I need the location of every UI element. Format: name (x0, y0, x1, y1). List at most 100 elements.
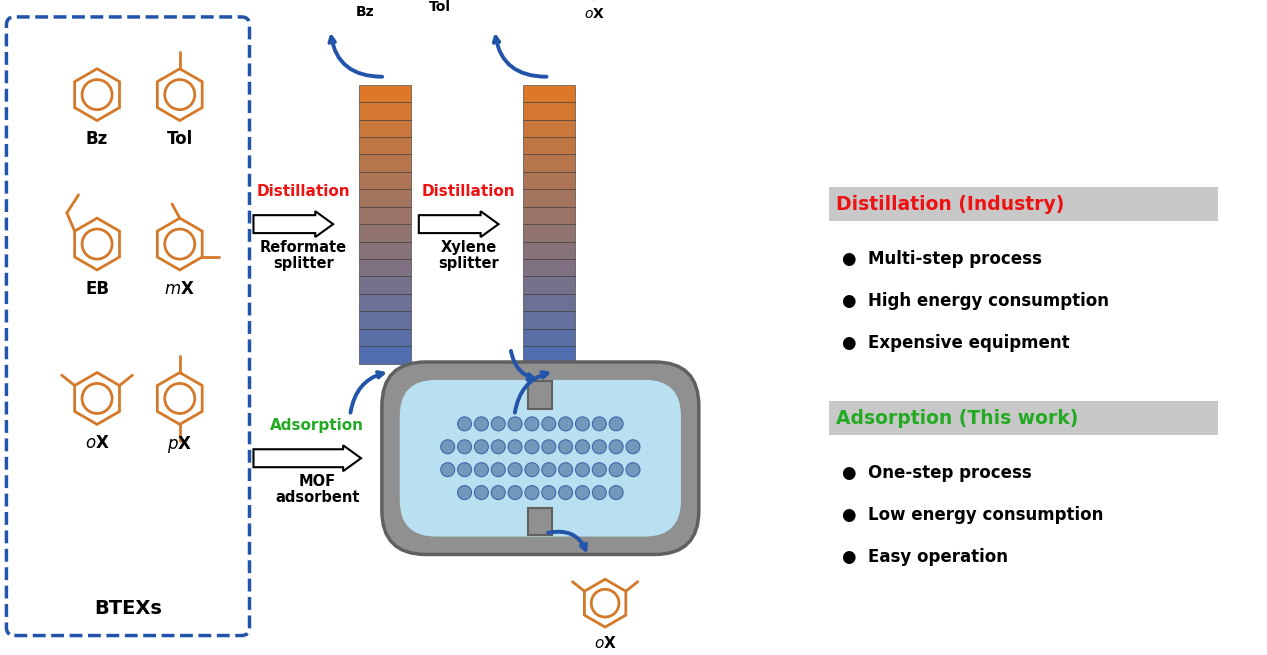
Circle shape (575, 462, 589, 477)
Text: $o$X: $o$X (85, 434, 109, 453)
Bar (523, 172, 575, 189)
Bar (523, 84, 575, 102)
Bar (359, 294, 411, 311)
Circle shape (457, 485, 471, 500)
Bar (523, 346, 575, 364)
Circle shape (474, 485, 488, 500)
Text: ●  Easy operation: ● Easy operation (843, 548, 1009, 566)
Bar (523, 189, 575, 207)
Circle shape (441, 440, 455, 454)
Circle shape (559, 462, 573, 477)
Text: ●  Low energy consumption: ● Low energy consumption (843, 506, 1104, 524)
Circle shape (474, 417, 488, 431)
Circle shape (542, 462, 556, 477)
Text: ●  Multi-step process: ● Multi-step process (843, 250, 1041, 268)
Bar (523, 119, 575, 137)
Text: Adsorption (This work): Adsorption (This work) (836, 409, 1078, 428)
Circle shape (593, 417, 607, 431)
Bar (523, 311, 575, 329)
Circle shape (593, 440, 607, 454)
Bar (523, 102, 575, 119)
Text: $o$X: $o$X (594, 635, 617, 651)
FancyBboxPatch shape (381, 362, 699, 554)
Bar (829, 402, 1218, 436)
FancyArrow shape (253, 211, 333, 237)
Circle shape (559, 440, 573, 454)
Circle shape (542, 485, 556, 500)
Bar (523, 207, 575, 224)
Text: BTEXs: BTEXs (94, 599, 162, 618)
Circle shape (609, 417, 623, 431)
Text: ●  Expensive equipment: ● Expensive equipment (843, 333, 1069, 352)
Bar (523, 137, 575, 155)
Text: adsorbent: adsorbent (275, 490, 360, 505)
Bar (359, 276, 411, 294)
Circle shape (575, 485, 589, 500)
Circle shape (457, 462, 471, 477)
Circle shape (593, 462, 607, 477)
Circle shape (508, 417, 522, 431)
Text: $o$X: $o$X (584, 7, 604, 21)
Text: MOF: MOF (299, 474, 336, 489)
Bar (359, 102, 411, 119)
Circle shape (525, 417, 538, 431)
Text: Distillation: Distillation (256, 184, 350, 199)
Text: Tol: Tol (428, 0, 451, 14)
Circle shape (492, 417, 506, 431)
Bar (359, 329, 411, 346)
Text: ●  High energy consumption: ● High energy consumption (843, 292, 1109, 310)
Text: Bz: Bz (86, 130, 108, 149)
Circle shape (492, 440, 506, 454)
Bar (359, 259, 411, 276)
Text: ●  One-step process: ● One-step process (843, 464, 1031, 482)
Circle shape (626, 462, 640, 477)
Bar (523, 329, 575, 346)
Circle shape (559, 485, 573, 500)
Circle shape (559, 417, 573, 431)
Bar (359, 137, 411, 155)
Circle shape (609, 462, 623, 477)
FancyArrow shape (253, 445, 361, 471)
Circle shape (525, 462, 538, 477)
Bar (359, 346, 411, 364)
Circle shape (457, 440, 471, 454)
Circle shape (492, 462, 506, 477)
Text: Bz: Bz (356, 5, 374, 19)
Circle shape (474, 462, 488, 477)
Bar (528, 381, 552, 409)
Bar (359, 189, 411, 207)
Text: Adsorption: Adsorption (270, 419, 364, 434)
Bar (359, 84, 411, 102)
Circle shape (626, 440, 640, 454)
Circle shape (575, 440, 589, 454)
Circle shape (575, 417, 589, 431)
Bar (523, 294, 575, 311)
Circle shape (542, 417, 556, 431)
Circle shape (508, 462, 522, 477)
Circle shape (441, 462, 455, 477)
Bar (523, 155, 575, 172)
Bar (528, 508, 552, 535)
Text: EB: EB (85, 280, 109, 298)
Circle shape (508, 485, 522, 500)
Text: $p$X: $p$X (167, 434, 193, 455)
FancyBboxPatch shape (400, 380, 680, 536)
Text: Distillation: Distillation (422, 184, 516, 199)
Circle shape (525, 485, 538, 500)
Circle shape (609, 485, 623, 500)
Bar (829, 187, 1218, 221)
Circle shape (474, 440, 488, 454)
Circle shape (508, 440, 522, 454)
Text: splitter: splitter (272, 256, 333, 271)
Bar (359, 172, 411, 189)
Bar (359, 224, 411, 242)
Bar (523, 242, 575, 259)
Circle shape (492, 485, 506, 500)
Bar (523, 259, 575, 276)
Text: Reformate: Reformate (260, 240, 347, 255)
FancyArrow shape (419, 211, 498, 237)
Circle shape (593, 485, 607, 500)
Circle shape (542, 440, 556, 454)
Bar (523, 276, 575, 294)
Circle shape (609, 440, 623, 454)
